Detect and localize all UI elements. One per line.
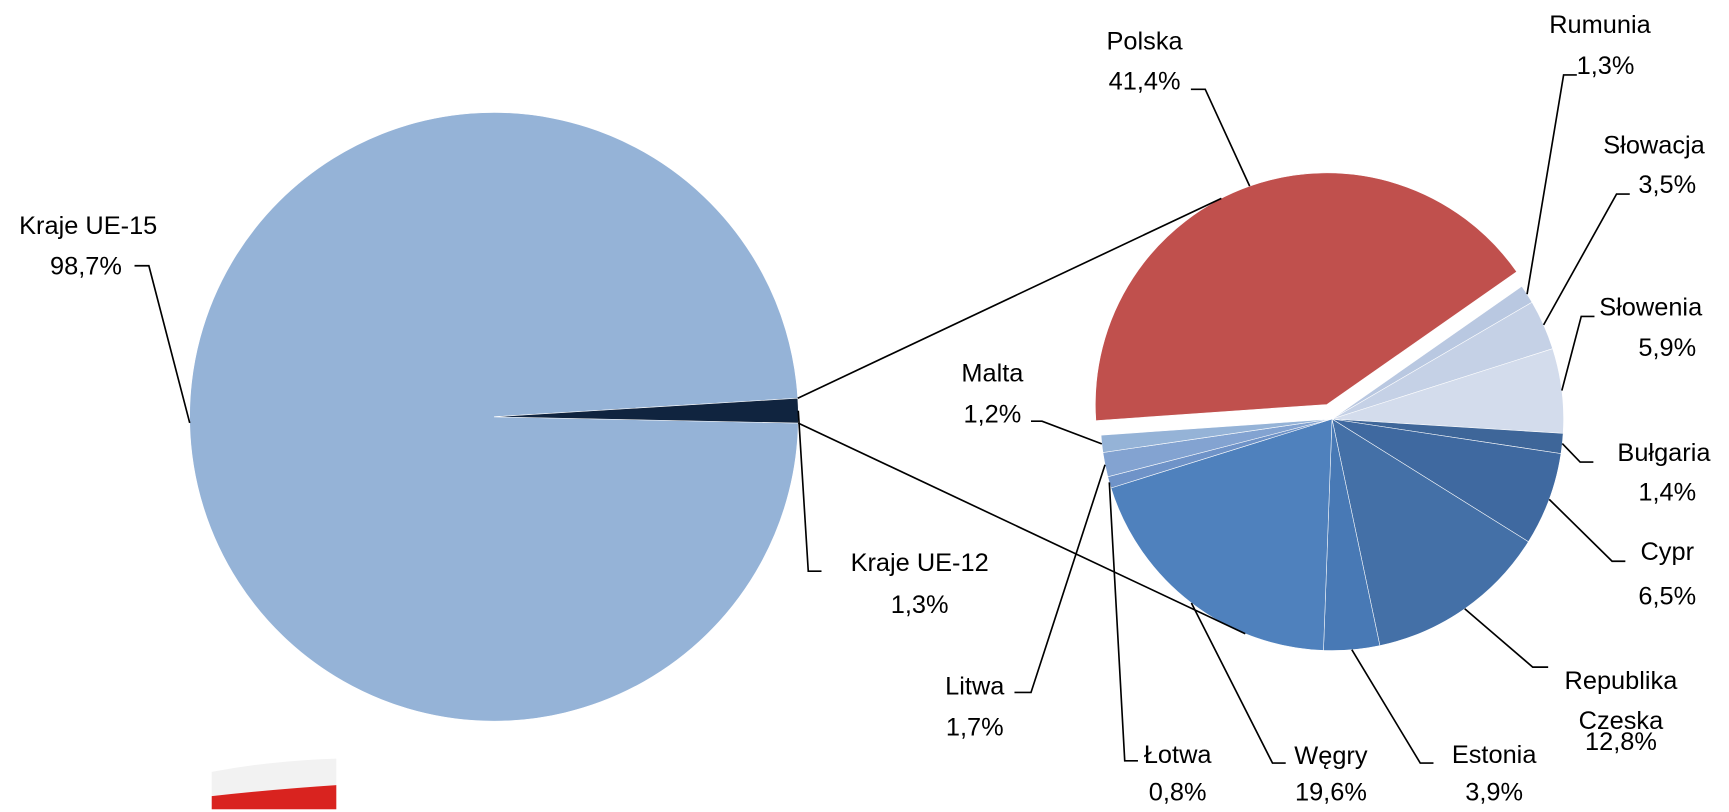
slice-value-label: 41,4% (1108, 66, 1181, 95)
slice-value-label: 6,5% (1638, 581, 1697, 610)
slice-value-label: 98,7% (50, 251, 122, 281)
slice-value-label: 12,8% (1584, 726, 1657, 756)
slice-label: Polska (1106, 26, 1183, 56)
leader-line (1108, 482, 1138, 762)
leader-line (1190, 88, 1251, 187)
slice-label: Litwa (945, 671, 1005, 701)
slice-label: Bułgaria (1617, 437, 1711, 467)
leader-line (1561, 315, 1595, 391)
slice-label: Rumunia (1549, 9, 1651, 39)
slice-value-label: 5,9% (1638, 333, 1697, 362)
slice-label: Estonia (1451, 739, 1537, 769)
slice-label: Kraje UE-15 (19, 210, 158, 240)
leader-line (1190, 602, 1286, 764)
leader-line (1031, 420, 1103, 445)
slice-value-label: 1,3% (1576, 50, 1635, 80)
leader-line (1561, 442, 1594, 463)
slice-label: Republika Czeska (1564, 666, 1678, 735)
slice-value-label: 3,5% (1638, 169, 1697, 199)
pie-slice (1331, 418, 1529, 646)
leader-line (1464, 608, 1549, 668)
slice-value-label: 1,2% (963, 399, 1022, 428)
pie-slice (1110, 418, 1333, 651)
slice-value-label: 19,6% (1294, 777, 1367, 807)
slice-label: Słowacja (1603, 130, 1705, 159)
slice-value-label: 1,4% (1638, 477, 1697, 507)
slice-label: Węgry (1294, 741, 1368, 770)
slice-value-label: 1,3% (890, 589, 949, 619)
slice-label: Kraje UE-12 (850, 548, 989, 577)
connector-line (797, 422, 1246, 635)
leader-line (1548, 498, 1626, 563)
slice-label: Malta (961, 358, 1024, 388)
leader-line (797, 410, 822, 573)
slice-value-label: 0,8% (1148, 777, 1207, 807)
flag-icon (211, 758, 337, 810)
leader-line (1542, 193, 1630, 326)
pie-slice (1100, 418, 1333, 453)
slice-label: Słowenia (1599, 292, 1703, 321)
leader-line (134, 264, 191, 424)
slice-label: Łotwa (1143, 739, 1212, 769)
leader-line (1351, 649, 1434, 764)
leader-line (1526, 74, 1577, 295)
leader-line (1014, 464, 1106, 694)
slice-value-label: 1,7% (945, 712, 1004, 742)
connector-line (797, 197, 1222, 399)
slice-label: Cypr (1640, 537, 1695, 566)
slice-value-label: 3,9% (1465, 777, 1524, 807)
